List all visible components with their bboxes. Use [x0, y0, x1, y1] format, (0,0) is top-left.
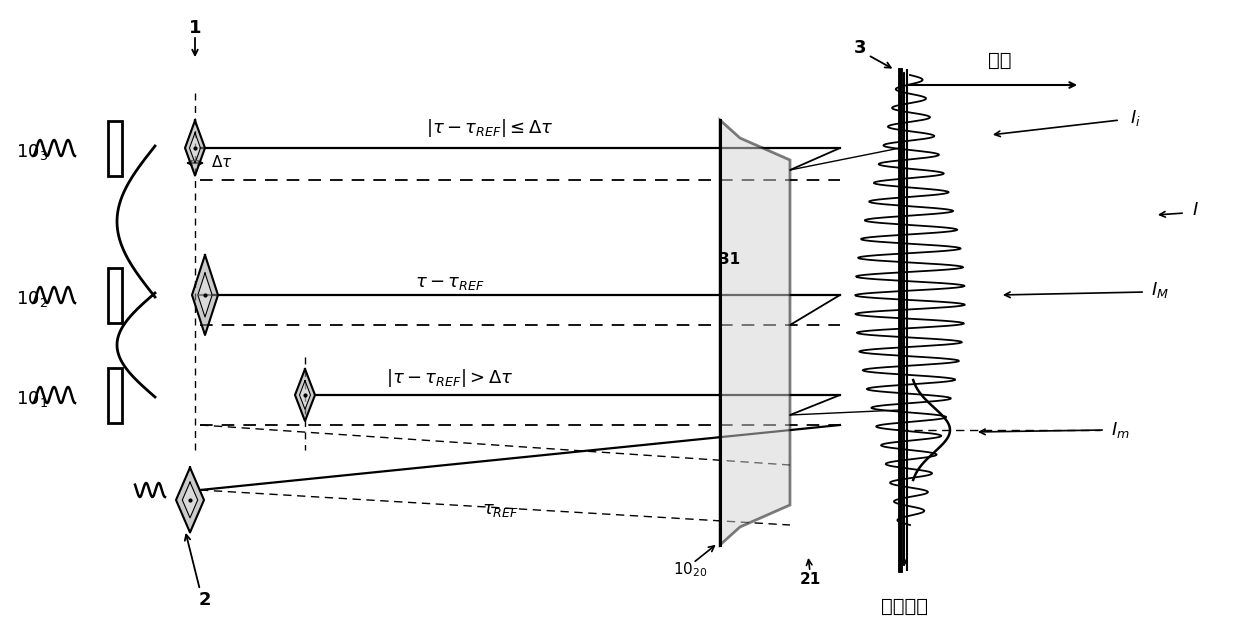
Text: 光强: 光强	[989, 51, 1012, 69]
Text: 2: 2	[198, 591, 212, 609]
Text: $10_2$: $10_2$	[16, 289, 48, 309]
Text: $\tau - \tau_{REF}$: $\tau - \tau_{REF}$	[415, 274, 484, 292]
Text: $|\tau - \tau_{REF}| \leq \Delta\tau$: $|\tau - \tau_{REF}| \leq \Delta\tau$	[426, 117, 554, 139]
Polygon shape	[198, 273, 212, 317]
Text: $I_M$: $I_M$	[1151, 280, 1168, 300]
Bar	[108, 267, 121, 323]
Polygon shape	[182, 482, 198, 518]
Text: $\Delta\tau$: $\Delta\tau$	[211, 154, 233, 170]
Polygon shape	[185, 120, 204, 176]
Text: $|\tau - \tau_{REF}| > \Delta\tau$: $|\tau - \tau_{REF}| > \Delta\tau$	[387, 367, 514, 389]
Polygon shape	[190, 133, 201, 163]
Text: 21: 21	[799, 572, 820, 588]
Text: $\tau_{REF}$: $\tau_{REF}$	[482, 501, 518, 519]
Bar	[108, 120, 121, 176]
Polygon shape	[295, 369, 315, 421]
Text: 空间坐标: 空间坐标	[881, 597, 928, 615]
Text: I: I	[1192, 201, 1198, 219]
Text: 1: 1	[188, 19, 201, 37]
Text: 31: 31	[720, 253, 741, 267]
Text: $10_{20}$: $10_{20}$	[673, 561, 707, 579]
Text: $I_m$: $I_m$	[1110, 420, 1130, 440]
Polygon shape	[192, 255, 218, 335]
Polygon shape	[720, 120, 790, 545]
Polygon shape	[300, 381, 311, 410]
Text: $10_1$: $10_1$	[16, 389, 48, 409]
Polygon shape	[176, 467, 204, 532]
Text: $I_i$: $I_i$	[1130, 108, 1140, 128]
Text: $10_3$: $10_3$	[16, 142, 48, 162]
Bar	[108, 368, 121, 422]
Text: 3: 3	[854, 39, 866, 57]
